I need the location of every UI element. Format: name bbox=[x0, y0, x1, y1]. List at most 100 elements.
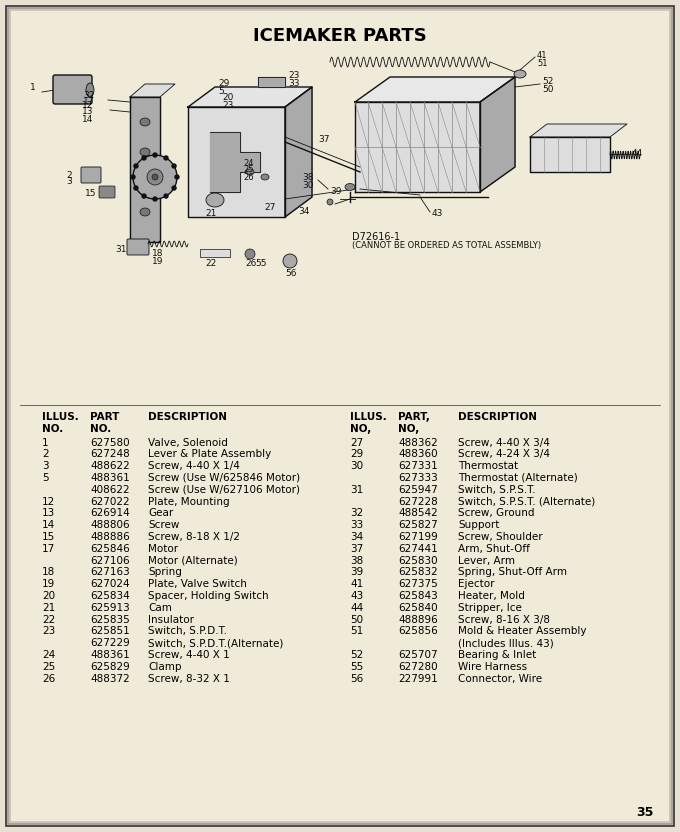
Text: 50: 50 bbox=[542, 86, 554, 95]
Text: 625840: 625840 bbox=[398, 603, 438, 613]
Ellipse shape bbox=[140, 208, 150, 216]
Text: NO,: NO, bbox=[398, 423, 420, 433]
Ellipse shape bbox=[164, 156, 168, 160]
Text: 625856: 625856 bbox=[398, 626, 438, 636]
Polygon shape bbox=[530, 137, 610, 172]
Text: Screw, 4-24 X 3/4: Screw, 4-24 X 3/4 bbox=[458, 449, 550, 459]
Text: 626914: 626914 bbox=[90, 508, 130, 518]
Text: 627375: 627375 bbox=[398, 579, 438, 589]
Text: ILLUS.: ILLUS. bbox=[42, 412, 79, 422]
Text: Screw, Shoulder: Screw, Shoulder bbox=[458, 532, 543, 542]
Circle shape bbox=[245, 249, 255, 259]
Text: 26: 26 bbox=[42, 674, 55, 684]
Ellipse shape bbox=[134, 164, 138, 168]
Text: 41: 41 bbox=[350, 579, 363, 589]
Text: 29: 29 bbox=[218, 80, 229, 88]
Text: 627163: 627163 bbox=[90, 567, 130, 577]
Text: 625846: 625846 bbox=[90, 544, 130, 554]
Text: 625835: 625835 bbox=[90, 615, 130, 625]
Text: 27: 27 bbox=[264, 202, 275, 211]
Text: 55: 55 bbox=[255, 260, 267, 269]
Text: 625829: 625829 bbox=[90, 661, 130, 671]
Text: PART: PART bbox=[90, 412, 120, 422]
Polygon shape bbox=[188, 107, 285, 217]
Text: Screw, Ground: Screw, Ground bbox=[458, 508, 534, 518]
Text: 34: 34 bbox=[350, 532, 363, 542]
Text: 38: 38 bbox=[350, 556, 363, 566]
Text: 52: 52 bbox=[350, 650, 363, 660]
Text: 22: 22 bbox=[42, 615, 55, 625]
Text: 3: 3 bbox=[66, 177, 72, 186]
Text: 51: 51 bbox=[537, 58, 547, 67]
Text: 15: 15 bbox=[42, 532, 55, 542]
Text: Plate, Valve Switch: Plate, Valve Switch bbox=[148, 579, 247, 589]
Text: 19: 19 bbox=[42, 579, 55, 589]
Text: 31: 31 bbox=[115, 245, 126, 254]
Text: 23: 23 bbox=[222, 101, 233, 110]
Text: 627280: 627280 bbox=[398, 661, 438, 671]
Text: 2: 2 bbox=[42, 449, 49, 459]
Text: 625913: 625913 bbox=[90, 603, 130, 613]
Polygon shape bbox=[530, 124, 627, 137]
Text: 23: 23 bbox=[288, 72, 299, 81]
Ellipse shape bbox=[345, 184, 355, 191]
Text: 43: 43 bbox=[432, 210, 443, 219]
Text: 37: 37 bbox=[350, 544, 363, 554]
Text: 41: 41 bbox=[537, 52, 547, 61]
Text: 627248: 627248 bbox=[90, 449, 130, 459]
Text: 488542: 488542 bbox=[398, 508, 438, 518]
Text: (Includes Illus. 43): (Includes Illus. 43) bbox=[458, 638, 554, 648]
Text: 5: 5 bbox=[42, 473, 49, 483]
Text: Support: Support bbox=[458, 520, 499, 530]
Text: Spring: Spring bbox=[148, 567, 182, 577]
Text: PART,: PART, bbox=[398, 412, 430, 422]
Text: 625843: 625843 bbox=[398, 591, 438, 601]
Text: Ejector: Ejector bbox=[458, 579, 494, 589]
Polygon shape bbox=[210, 132, 260, 192]
Ellipse shape bbox=[142, 156, 146, 160]
Text: 14: 14 bbox=[42, 520, 55, 530]
Text: Heater, Mold: Heater, Mold bbox=[458, 591, 525, 601]
Ellipse shape bbox=[164, 194, 168, 198]
Text: 627022: 627022 bbox=[90, 497, 130, 507]
Text: Screw, 4-40 X 1/4: Screw, 4-40 X 1/4 bbox=[148, 461, 240, 471]
Text: 24: 24 bbox=[42, 650, 55, 660]
Text: 627106: 627106 bbox=[90, 556, 130, 566]
Text: 408622: 408622 bbox=[90, 485, 130, 495]
Polygon shape bbox=[355, 102, 480, 192]
Text: Spring, Shut-Off Arm: Spring, Shut-Off Arm bbox=[458, 567, 567, 577]
Text: Lever & Plate Assembly: Lever & Plate Assembly bbox=[148, 449, 271, 459]
Text: 52: 52 bbox=[542, 77, 554, 87]
Text: Arm, Shut-Off: Arm, Shut-Off bbox=[458, 544, 530, 554]
Ellipse shape bbox=[153, 153, 157, 157]
Ellipse shape bbox=[172, 186, 176, 190]
Ellipse shape bbox=[134, 186, 138, 190]
Text: 23: 23 bbox=[42, 626, 55, 636]
Text: Screw: Screw bbox=[148, 520, 180, 530]
Text: 25: 25 bbox=[42, 661, 55, 671]
Text: Connector, Wire: Connector, Wire bbox=[458, 674, 542, 684]
Text: Screw, 8-32 X 1: Screw, 8-32 X 1 bbox=[148, 674, 230, 684]
Circle shape bbox=[152, 174, 158, 180]
Text: 488372: 488372 bbox=[90, 674, 130, 684]
FancyBboxPatch shape bbox=[99, 186, 115, 198]
Text: 26: 26 bbox=[245, 260, 256, 269]
Text: 56: 56 bbox=[285, 270, 296, 279]
Text: 50: 50 bbox=[350, 615, 363, 625]
Text: 21: 21 bbox=[42, 603, 55, 613]
Text: 625832: 625832 bbox=[398, 567, 438, 577]
Text: 625947: 625947 bbox=[398, 485, 438, 495]
Text: 227991: 227991 bbox=[398, 674, 438, 684]
Text: 488361: 488361 bbox=[90, 473, 130, 483]
Text: 625827: 625827 bbox=[398, 520, 438, 530]
Text: 627024: 627024 bbox=[90, 579, 130, 589]
Ellipse shape bbox=[153, 197, 157, 201]
Polygon shape bbox=[130, 84, 175, 97]
Text: ICEMAKER PARTS: ICEMAKER PARTS bbox=[253, 27, 427, 45]
Circle shape bbox=[283, 254, 297, 268]
Text: 488886: 488886 bbox=[90, 532, 130, 542]
Polygon shape bbox=[258, 77, 285, 87]
FancyBboxPatch shape bbox=[81, 167, 101, 183]
Polygon shape bbox=[285, 87, 312, 217]
Ellipse shape bbox=[140, 178, 150, 186]
